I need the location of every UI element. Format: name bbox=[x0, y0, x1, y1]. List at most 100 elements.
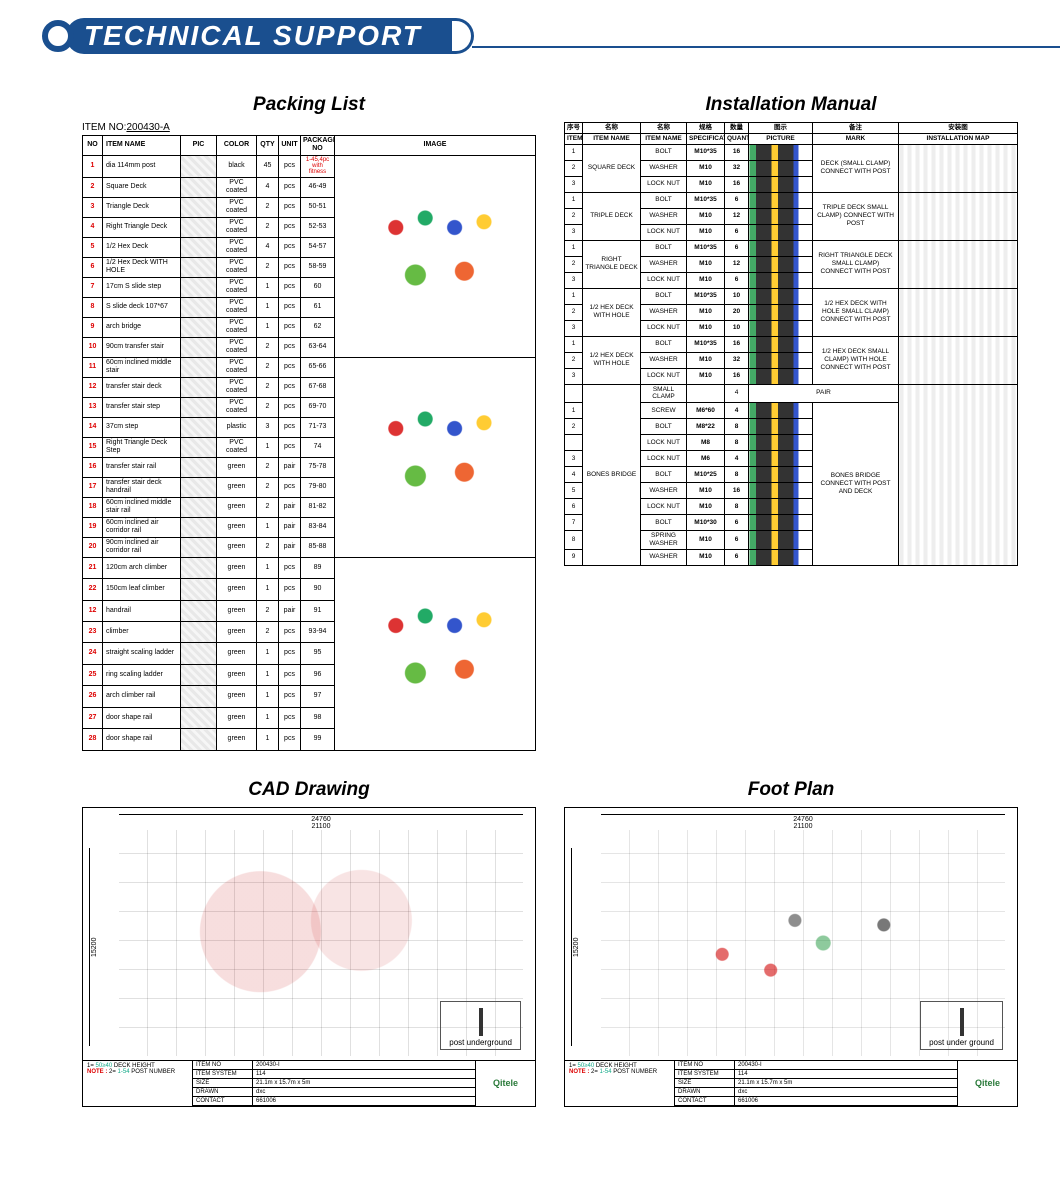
cell-pkg: 52-53 bbox=[301, 217, 335, 237]
table-row: 1160cm inclined middle stairPVC coated2p… bbox=[83, 357, 536, 377]
cell-unit: pcs bbox=[279, 557, 301, 578]
cell-unit: pcs bbox=[279, 397, 301, 417]
cell-item: WASHER bbox=[641, 549, 687, 565]
cell-no: 10 bbox=[83, 337, 103, 357]
installation-title: Installation Manual bbox=[564, 94, 1018, 116]
cell-pkg: 60 bbox=[301, 277, 335, 297]
cell-spec: M10*35 bbox=[687, 144, 725, 160]
cell-spec: M10 bbox=[687, 531, 725, 550]
cell-no: 20 bbox=[83, 537, 103, 557]
cell-qty: 1 bbox=[257, 579, 279, 600]
cell-color: green bbox=[217, 557, 257, 578]
cell-name: 60cm inclined air corridor rail bbox=[103, 517, 181, 537]
cell-color: PVC coated bbox=[217, 397, 257, 417]
cell-no: 16 bbox=[83, 457, 103, 477]
cell-picture bbox=[749, 336, 813, 352]
cell-spec: M10 bbox=[687, 224, 725, 240]
cell-unit: pcs bbox=[279, 579, 301, 600]
table-row: 11/2 HEX DECK WITH HOLEBOLTM10*35101/2 H… bbox=[565, 288, 1018, 304]
cell-spec: M10 bbox=[687, 176, 725, 192]
cell-item: BOLT bbox=[641, 240, 687, 256]
cell-qty: 12 bbox=[725, 208, 749, 224]
cell-unit: pcs bbox=[279, 437, 301, 457]
cell-picture bbox=[749, 208, 813, 224]
cell-spec: M10 bbox=[687, 549, 725, 565]
ff3v: 21.1m x 15.7m x 5m bbox=[735, 1079, 957, 1088]
cell-pkg: 98 bbox=[301, 707, 335, 728]
cell-picture bbox=[749, 288, 813, 304]
cell-color: green bbox=[217, 600, 257, 621]
cell-color: PVC coated bbox=[217, 357, 257, 377]
fn2c: POST NUMBER bbox=[613, 1069, 657, 1075]
cell-item: WASHER bbox=[641, 352, 687, 368]
cell-color: green bbox=[217, 537, 257, 557]
cell-name: 60cm inclined middle stair rail bbox=[103, 497, 181, 517]
cell-n: 6 bbox=[565, 499, 583, 515]
cell-qty: 6 bbox=[725, 224, 749, 240]
cell-unit: pcs bbox=[279, 621, 301, 642]
cell-color: PVC coated bbox=[217, 177, 257, 197]
cell-color: green bbox=[217, 707, 257, 728]
cell-qty: 4 bbox=[725, 451, 749, 467]
cell-color: green bbox=[217, 664, 257, 685]
h-en-5: PICTURE bbox=[749, 133, 813, 144]
f3v: 21.1m x 15.7m x 5m bbox=[253, 1079, 475, 1088]
cell-pkg: 96 bbox=[301, 664, 335, 685]
cell-qty: 6 bbox=[725, 272, 749, 288]
cell-color: green bbox=[217, 497, 257, 517]
col-pkg: PACKAGE NO bbox=[301, 136, 335, 156]
cell-pkg: 79-80 bbox=[301, 477, 335, 497]
cell-picture bbox=[749, 304, 813, 320]
cell-pkg: 83-84 bbox=[301, 517, 335, 537]
cell-unit: pcs bbox=[279, 643, 301, 664]
cell-n: 8 bbox=[565, 531, 583, 550]
cell-spec: M10 bbox=[687, 368, 725, 384]
cad-dim-left: 15200 bbox=[89, 848, 98, 1046]
note-label: NOTE : bbox=[87, 1069, 107, 1075]
cell-qty: 10 bbox=[725, 320, 749, 336]
cell-map bbox=[899, 144, 1018, 192]
cell-item: LOCK NUT bbox=[641, 435, 687, 451]
cell-pic bbox=[181, 517, 217, 537]
cell-pkg: 63-64 bbox=[301, 337, 335, 357]
cad-title: CAD Drawing bbox=[82, 779, 536, 801]
cell-qty: 16 bbox=[725, 144, 749, 160]
cell-qty: 10 bbox=[725, 288, 749, 304]
cell-no: 22 bbox=[83, 579, 103, 600]
cell-no: 6 bbox=[83, 257, 103, 277]
cell-group: SQUARE DECK bbox=[583, 144, 641, 192]
cell-item: LOCK NUT bbox=[641, 451, 687, 467]
cell-color: green bbox=[217, 517, 257, 537]
cell-name: door shape rail bbox=[103, 729, 181, 751]
cell-n: 9 bbox=[565, 549, 583, 565]
h-cn-6: 备注 bbox=[813, 123, 899, 134]
cell-pkg: 46-49 bbox=[301, 177, 335, 197]
packing-header-row: NO ITEM NAME PIC COLOR QTY UNIT PACKAGE … bbox=[83, 136, 536, 156]
cell-picture bbox=[749, 240, 813, 256]
cell-unit: pcs bbox=[279, 197, 301, 217]
cell-name: dia 114mm post bbox=[103, 155, 181, 177]
h-cn-7: 安装图 bbox=[899, 123, 1018, 134]
cell-unit: pcs bbox=[279, 237, 301, 257]
cell-no: 28 bbox=[83, 729, 103, 751]
cell-color: PVC coated bbox=[217, 217, 257, 237]
cell-name: Square Deck bbox=[103, 177, 181, 197]
cell-color: PVC coated bbox=[217, 197, 257, 217]
cell-pkg: 65-66 bbox=[301, 357, 335, 377]
cell-group: TRIPLE DECK bbox=[583, 192, 641, 240]
table-row: 1SQUARE DECKBOLTM10*3516DECK (SMALL CLAM… bbox=[565, 144, 1018, 160]
cell-pkg: 71-73 bbox=[301, 417, 335, 437]
cell-pkg: 67-68 bbox=[301, 377, 335, 397]
cell-no: 15 bbox=[83, 437, 103, 457]
foot-titleblock: 1= 50≥40 DECK HEIGHT NOTE : 2= 1-54 POST… bbox=[565, 1060, 1017, 1106]
cell-pkg: 93-94 bbox=[301, 621, 335, 642]
cell-qty: 4 bbox=[257, 237, 279, 257]
fn2a: 2= bbox=[591, 1069, 598, 1075]
cell-mark: TRIPLE DECK SMALL CLAMP) CONNECT WITH PO… bbox=[813, 192, 899, 240]
n2c: POST NUMBER bbox=[131, 1069, 175, 1075]
cell-no: 8 bbox=[83, 297, 103, 317]
cell-n: 1 bbox=[565, 192, 583, 208]
cell-qty: 4 bbox=[725, 403, 749, 419]
cell-item: WASHER bbox=[641, 208, 687, 224]
item-no-value: 200430-A bbox=[126, 122, 169, 133]
